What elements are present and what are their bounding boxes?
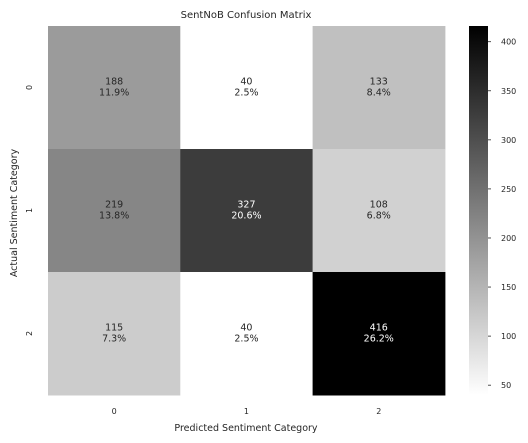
cell-r2-c1 — [180, 272, 314, 396]
cell-r2-c2 — [312, 272, 446, 396]
cell-value-r0-c2: 133 — [370, 77, 388, 88]
x-axis-label: Predicted Sentiment Category — [174, 423, 318, 434]
y-tick-0: 0 — [25, 85, 34, 90]
cell-value-r2-c1: 40 — [240, 323, 252, 334]
y-axis-label: Actual Sentiment Category — [9, 148, 20, 277]
cell-r0-c2 — [312, 26, 446, 150]
cell-r1-c2 — [312, 149, 446, 273]
cell-percent-r0-c2: 8.4% — [367, 88, 391, 99]
cell-r1-c1 — [180, 149, 314, 273]
x-tick-2: 2 — [376, 407, 381, 416]
cell-value-r1-c1: 327 — [237, 200, 255, 211]
colorbar-tick-50: 50 — [501, 381, 511, 390]
y-tick-2: 2 — [25, 331, 34, 336]
cell-value-r1-c2: 108 — [370, 200, 388, 211]
cell-r0-c0 — [48, 26, 181, 150]
y-tick-labels: 0 1 2 — [25, 85, 34, 336]
colorbar-tick-200: 200 — [501, 234, 516, 243]
cell-percent-r0-c1: 2.5% — [234, 88, 258, 99]
cell-r0-c1 — [180, 26, 314, 150]
cell-percent-r1-c2: 6.8% — [367, 211, 391, 222]
x-tick-labels: 0 1 2 — [112, 407, 382, 416]
colorbar-tick-350: 350 — [501, 87, 516, 96]
cell-value-r2-c0: 115 — [105, 323, 123, 334]
colorbar-tick-100: 100 — [501, 332, 516, 341]
colorbar-gradient — [469, 26, 488, 395]
cell-value-r0-c0: 188 — [105, 77, 123, 88]
colorbar-tick-400: 400 — [501, 38, 516, 47]
colorbar: 50 100 150 200 250 300 350 400 — [469, 26, 516, 395]
y-tick-1: 1 — [25, 208, 34, 213]
cell-r2-c0 — [48, 272, 181, 396]
x-tick-1: 1 — [244, 407, 249, 416]
cell-value-r1-c0: 219 — [105, 200, 123, 211]
cell-percent-r2-c2: 26.2% — [364, 334, 394, 345]
cell-percent-r1-c0: 13.8% — [99, 211, 129, 222]
cell-percent-r2-c0: 7.3% — [102, 334, 126, 345]
cell-value-r0-c1: 40 — [240, 77, 252, 88]
x-tick-0: 0 — [112, 407, 117, 416]
chart-title: SentNoB Confusion Matrix — [181, 10, 312, 21]
colorbar-tick-300: 300 — [501, 136, 516, 145]
colorbar-ticks: 50 100 150 200 250 300 350 400 — [488, 38, 516, 390]
colorbar-tick-250: 250 — [501, 185, 516, 194]
colorbar-tick-150: 150 — [501, 283, 516, 292]
cell-percent-r2-c1: 2.5% — [234, 334, 258, 345]
cell-value-r2-c2: 416 — [370, 323, 388, 334]
cell-percent-r0-c0: 11.9% — [99, 88, 129, 99]
cell-r1-c0 — [48, 149, 181, 273]
heatmap-cells: 18811.9%402.5%1338.4%21913.8%32720.6%108… — [48, 26, 446, 396]
cell-percent-r1-c1: 20.6% — [231, 211, 261, 222]
